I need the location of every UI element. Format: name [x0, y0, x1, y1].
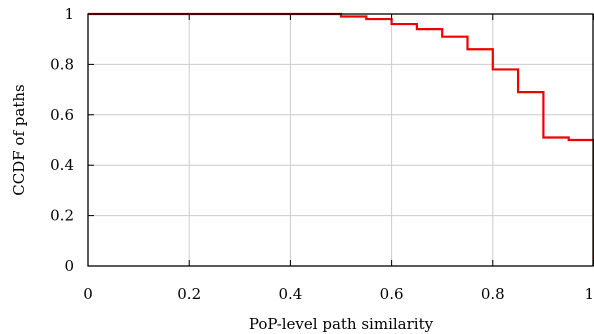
x-tick-labels: 0 0.2 0.4 0.6 0.8 1 — [83, 285, 594, 303]
x-tick-label: 1 — [584, 285, 594, 303]
axis-ticks — [87, 13, 594, 267]
grid-lines — [88, 14, 594, 266]
y-tick-labels: 0 0.2 0.4 0.6 0.8 1 — [50, 5, 74, 275]
y-tick-label: 0 — [64, 257, 74, 275]
x-tick-label: 0.4 — [278, 285, 302, 303]
plot-frame — [87, 13, 594, 267]
x-tick-label: 0.2 — [177, 285, 201, 303]
y-tick-label: 0.8 — [50, 55, 74, 73]
x-axis-label: PoP-level path similarity — [249, 315, 434, 333]
y-tick-label: 0.6 — [50, 106, 74, 124]
y-tick-label: 1 — [64, 5, 74, 23]
series-group — [88, 12, 594, 266]
y-axis-label: CCDF of paths — [10, 84, 28, 195]
ccdf-series-line — [88, 12, 594, 266]
x-tick-label: 0.8 — [481, 285, 505, 303]
x-tick-label: 0.6 — [380, 285, 404, 303]
y-tick-label: 0.4 — [50, 156, 74, 174]
x-tick-label: 0 — [83, 285, 93, 303]
y-tick-label: 0.2 — [50, 207, 74, 225]
